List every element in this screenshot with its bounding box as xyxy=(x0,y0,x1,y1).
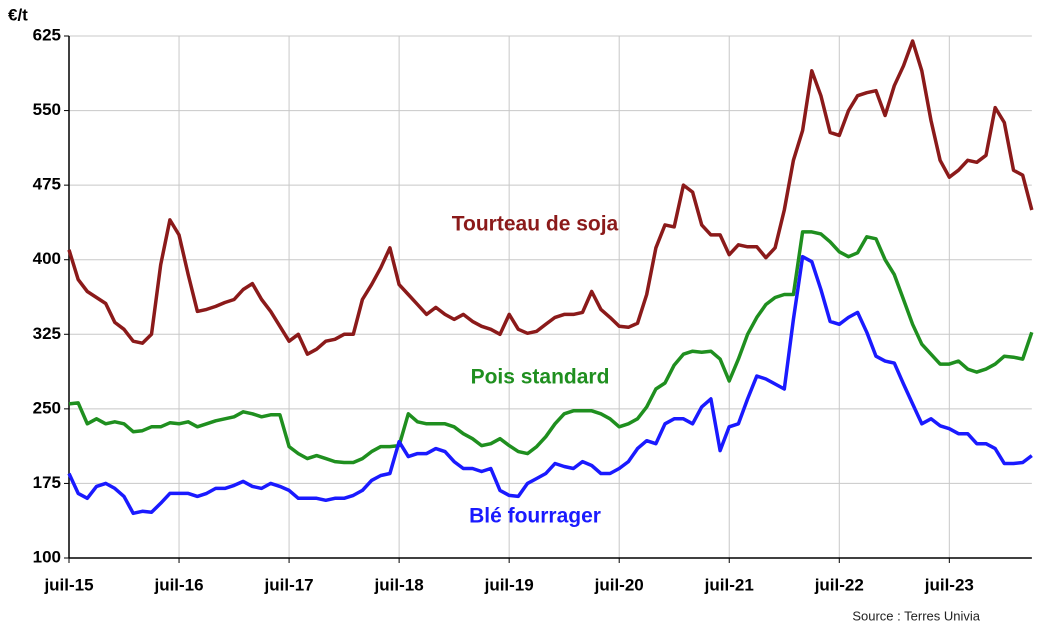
y-tick-label: 175 xyxy=(33,473,61,492)
x-tick-label: juil-15 xyxy=(43,575,93,594)
series-label: Pois standard xyxy=(471,366,610,389)
x-tick-label: juil-23 xyxy=(924,575,974,594)
y-tick-label: 475 xyxy=(33,175,61,194)
x-tick-label: juil-16 xyxy=(153,575,203,594)
x-tick-label: juil-21 xyxy=(704,575,754,594)
y-tick-label: 550 xyxy=(33,100,61,119)
x-tick-label: juil-18 xyxy=(374,575,424,594)
y-axis-unit: €/t xyxy=(8,5,28,24)
x-tick-label: juil-17 xyxy=(264,575,314,594)
y-tick-label: 100 xyxy=(33,547,61,566)
series-line xyxy=(67,39,1034,356)
y-tick-label: 625 xyxy=(33,25,61,44)
series-label: Blé fourrager xyxy=(469,505,601,528)
x-tick-label: juil-20 xyxy=(594,575,644,594)
y-tick-label: 400 xyxy=(33,249,61,268)
source: Source : Terres Univia xyxy=(852,608,980,623)
y-tick-label: 250 xyxy=(33,398,61,417)
series-label: Tourteau de soja xyxy=(452,213,619,236)
y-tick-label: 325 xyxy=(33,324,61,343)
series-line xyxy=(68,230,1034,465)
series-line xyxy=(67,254,1033,516)
x-tick-label: juil-19 xyxy=(484,575,534,594)
x-tick-label: juil-22 xyxy=(814,575,864,594)
